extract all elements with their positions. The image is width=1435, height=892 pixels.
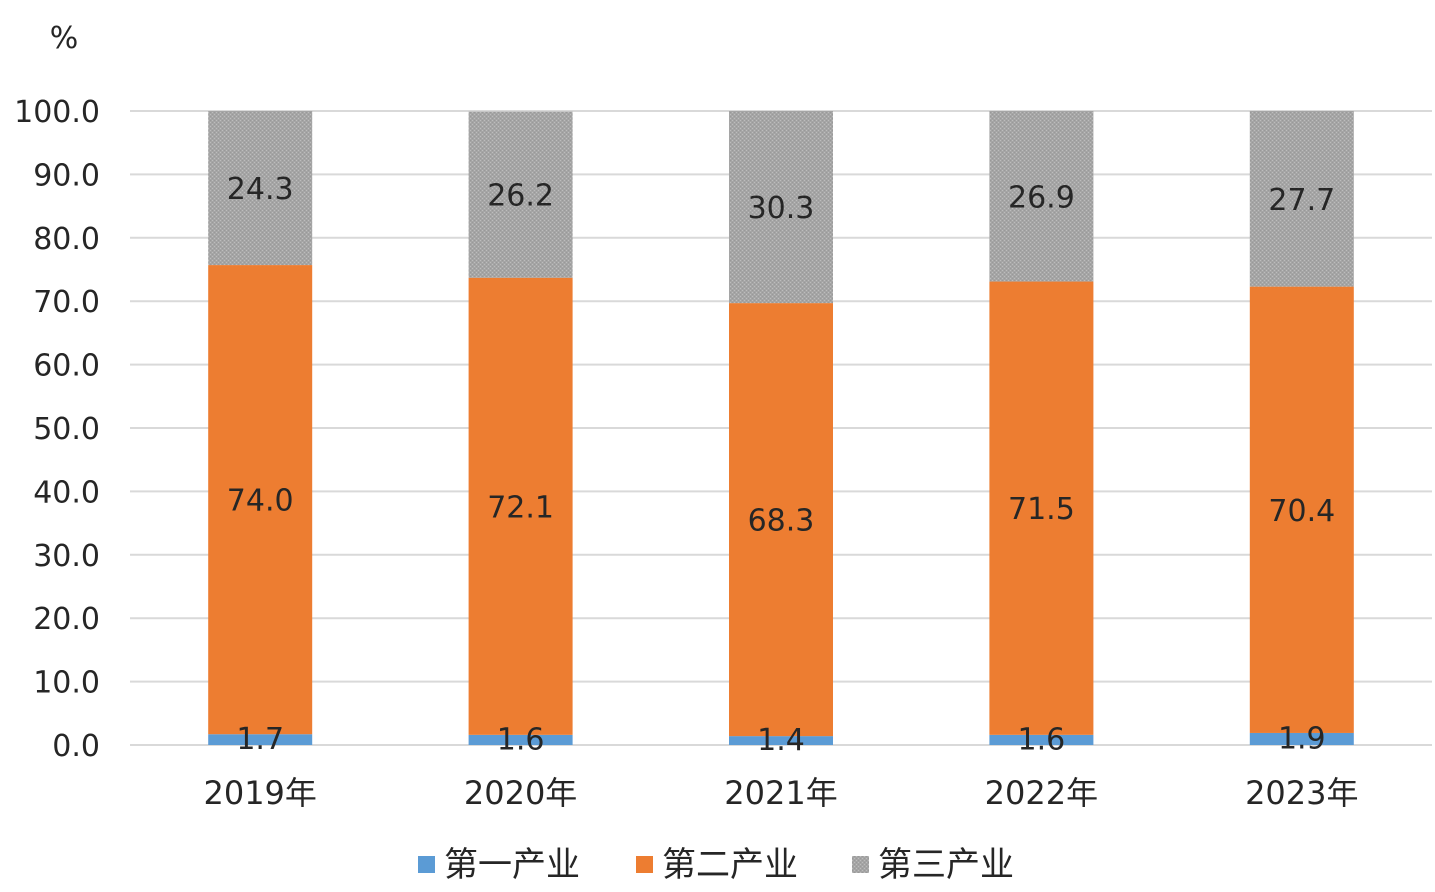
data-label: 74.0 (227, 484, 294, 519)
y-tick-label: 10.0 (33, 666, 100, 701)
bars (208, 111, 1354, 745)
data-label: 1.9 (1278, 721, 1326, 756)
bar-segment-2 (1249, 286, 1354, 733)
x-axis-tick-labels: 2019年 2020年 2021年 2022年 2023年 (203, 774, 1358, 812)
bar-segment-1 (468, 734, 573, 745)
legend-label: 第一产业 (444, 845, 580, 885)
bar-segment-2 (729, 303, 833, 737)
data-label: 26.2 (487, 179, 554, 214)
y-tick-label: 0.0 (52, 729, 100, 764)
data-label: 26.9 (1008, 180, 1075, 215)
y-tick-label: 90.0 (33, 158, 100, 193)
x-tick-label: 2019年 (203, 774, 316, 812)
y-tick-label: 50.0 (33, 412, 100, 447)
legend: 第一产业 第二产业 第三产业 (418, 845, 1014, 885)
data-label: 24.3 (227, 172, 294, 207)
data-label: 1.4 (757, 723, 805, 758)
legend-label: 第二产业 (662, 845, 798, 885)
bar-segment-1 (729, 736, 833, 745)
bar-segment-1 (208, 734, 313, 745)
data-labels: 1.7 74.0 24.3 1.6 72.1 26.2 1.4 68.3 30.3 1.6 71.5… (227, 172, 1335, 758)
data-label: 72.1 (487, 490, 554, 525)
data-label: 27.7 (1268, 183, 1335, 218)
y-tick-label: 20.0 (33, 602, 100, 637)
x-tick-label: 2022年 (985, 774, 1098, 812)
y-tick-label: 30.0 (33, 539, 100, 574)
legend-label: 第三产业 (878, 845, 1014, 885)
data-label: 30.3 (748, 191, 815, 226)
x-tick-label: 2021年 (724, 774, 837, 812)
y-tick-label: 60.0 (33, 349, 100, 384)
data-label: 70.4 (1268, 494, 1335, 529)
data-label: 71.5 (1008, 492, 1075, 527)
bar-segment-3 (989, 111, 1094, 282)
y-tick-label: 70.0 (33, 285, 100, 320)
bar-segment-3 (729, 111, 833, 304)
data-label: 1.6 (1018, 722, 1066, 757)
y-axis-unit-label: % (50, 21, 79, 56)
bar-segment-2 (468, 277, 573, 735)
y-tick-label: 40.0 (33, 475, 100, 510)
bar-segment-2 (989, 281, 1094, 735)
x-tick-label: 2023年 (1245, 774, 1358, 812)
y-tick-label: 100.0 (14, 95, 100, 130)
data-label: 68.3 (748, 504, 815, 539)
data-label: 1.7 (236, 722, 284, 757)
bar-segment-3 (1249, 111, 1354, 287)
y-axis-tick-labels: 0.0 10.0 20.0 30.0 40.0 50.0 60.0 70.0 80.0 90.0 1… (14, 95, 100, 764)
x-tick-label: 2020年 (464, 774, 577, 812)
bar-segment-2 (208, 265, 313, 735)
bar-segment-3 (208, 111, 313, 266)
legend-swatch (418, 856, 435, 873)
data-label: 1.6 (497, 722, 545, 757)
y-tick-label: 80.0 (33, 222, 100, 257)
bar-segment-3 (468, 111, 573, 278)
legend-swatch (852, 856, 869, 873)
legend-swatch (636, 856, 653, 873)
bar-segment-1 (989, 734, 1094, 745)
bar-segment-1 (1249, 732, 1354, 745)
